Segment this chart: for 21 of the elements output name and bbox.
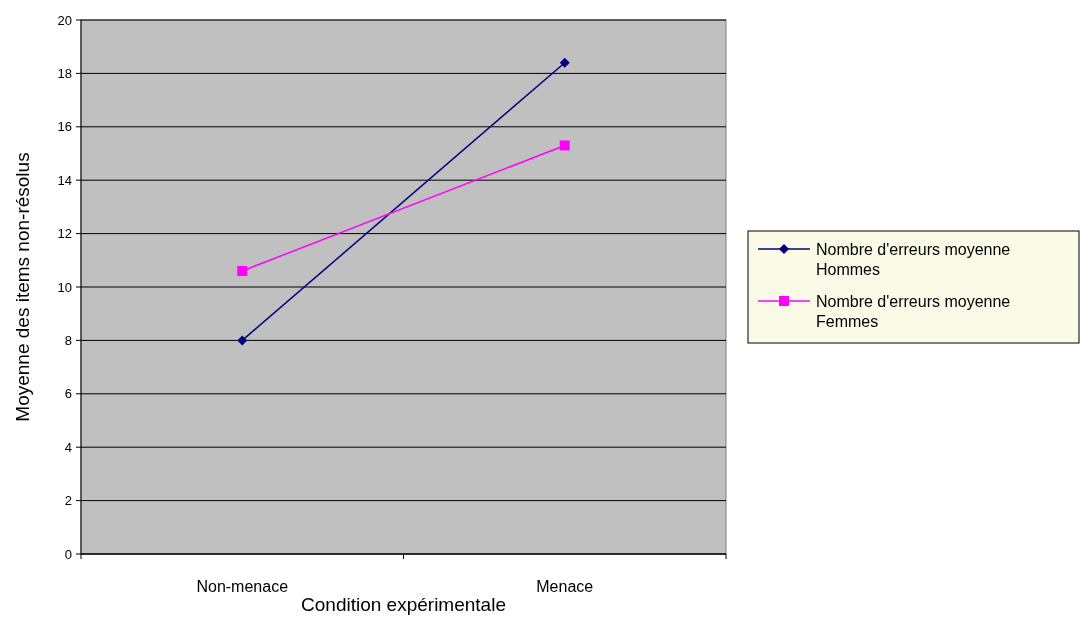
point xyxy=(237,265,248,276)
x-tick-label: Non-menace xyxy=(196,578,289,595)
y-tick-label: 6 xyxy=(64,386,72,402)
y-tick-label: 0 xyxy=(64,546,72,562)
y-axis-title: Moyenne des items non-résolus xyxy=(12,152,33,422)
x-tick-label: Menace xyxy=(536,578,594,595)
legend-label: Nombre d'erreurs moyenne Femmes xyxy=(816,292,1011,330)
y-tick-label: 14 xyxy=(57,172,72,188)
y-tick-label: 16 xyxy=(57,119,72,135)
point xyxy=(559,140,570,151)
legend-label: Nombre d'erreurs moyenne Hommes xyxy=(816,240,1011,278)
y-tick-label: 20 xyxy=(57,12,72,28)
y-tick-label: 2 xyxy=(64,493,72,509)
point xyxy=(559,57,570,68)
y-tick-label: 18 xyxy=(57,65,72,81)
point xyxy=(237,335,248,346)
y-tick-label: 12 xyxy=(57,226,72,242)
y-tick-label: 8 xyxy=(64,332,72,348)
y-tick-label: 4 xyxy=(64,439,72,455)
y-tick-label: 10 xyxy=(57,279,72,295)
x-axis-title: Condition expérimentale xyxy=(301,594,506,615)
